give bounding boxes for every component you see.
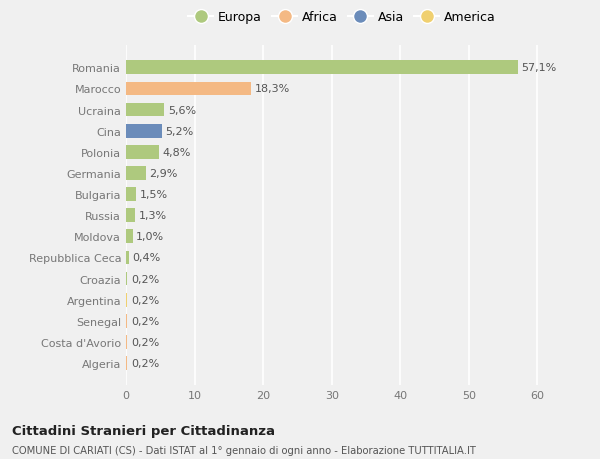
Bar	[126, 83, 251, 96]
Text: 1,0%: 1,0%	[136, 232, 164, 242]
Text: 0,2%: 0,2%	[131, 274, 159, 284]
Text: COMUNE DI CARIATI (CS) - Dati ISTAT al 1° gennaio di ogni anno - Elaborazione TU: COMUNE DI CARIATI (CS) - Dati ISTAT al 1…	[12, 445, 476, 455]
Bar	[126, 357, 127, 370]
Text: 2,9%: 2,9%	[149, 168, 178, 179]
Text: 5,6%: 5,6%	[168, 106, 196, 115]
Text: 0,4%: 0,4%	[132, 253, 160, 263]
Bar	[126, 103, 164, 117]
Text: Cittadini Stranieri per Cittadinanza: Cittadini Stranieri per Cittadinanza	[12, 425, 275, 437]
Bar	[126, 62, 518, 75]
Bar	[126, 167, 146, 180]
Bar	[126, 146, 159, 159]
Legend: Europa, Africa, Asia, America: Europa, Africa, Asia, America	[188, 11, 496, 24]
Text: 5,2%: 5,2%	[165, 126, 193, 136]
Text: 0,2%: 0,2%	[131, 316, 159, 326]
Bar	[126, 293, 127, 307]
Text: 1,5%: 1,5%	[140, 190, 168, 200]
Text: 0,2%: 0,2%	[131, 295, 159, 305]
Text: 57,1%: 57,1%	[521, 63, 556, 73]
Text: 0,2%: 0,2%	[131, 358, 159, 368]
Bar	[126, 314, 127, 328]
Bar	[126, 188, 136, 202]
Bar	[126, 272, 127, 286]
Bar	[126, 251, 129, 265]
Text: 0,2%: 0,2%	[131, 337, 159, 347]
Bar	[126, 336, 127, 349]
Bar	[126, 124, 161, 138]
Text: 1,3%: 1,3%	[139, 211, 166, 221]
Bar	[126, 209, 135, 223]
Text: 4,8%: 4,8%	[163, 147, 191, 157]
Text: 18,3%: 18,3%	[255, 84, 290, 94]
Bar	[126, 230, 133, 244]
